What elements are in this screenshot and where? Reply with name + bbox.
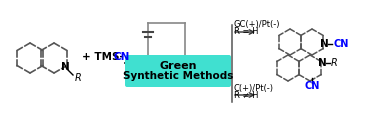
Text: + TMS-: + TMS- [82, 52, 124, 62]
Text: R = H: R = H [234, 27, 259, 36]
Text: CN: CN [333, 39, 349, 49]
Text: GC(+)/Pt(-): GC(+)/Pt(-) [234, 21, 280, 30]
Text: C(+)/Pt(-): C(+)/Pt(-) [234, 84, 274, 93]
Text: Synthetic Methods: Synthetic Methods [123, 71, 233, 81]
Text: R ≠ H: R ≠ H [234, 90, 259, 99]
FancyBboxPatch shape [125, 55, 231, 87]
Bar [144, 63, 152, 81]
Text: Green: Green [159, 61, 197, 71]
Text: N: N [318, 58, 326, 68]
Bar [181, 63, 189, 81]
Text: N: N [320, 39, 328, 49]
Text: N: N [60, 62, 70, 72]
Text: R: R [331, 58, 338, 68]
Text: CN: CN [113, 52, 129, 62]
Text: CN: CN [304, 81, 320, 91]
Text: R: R [75, 73, 82, 83]
